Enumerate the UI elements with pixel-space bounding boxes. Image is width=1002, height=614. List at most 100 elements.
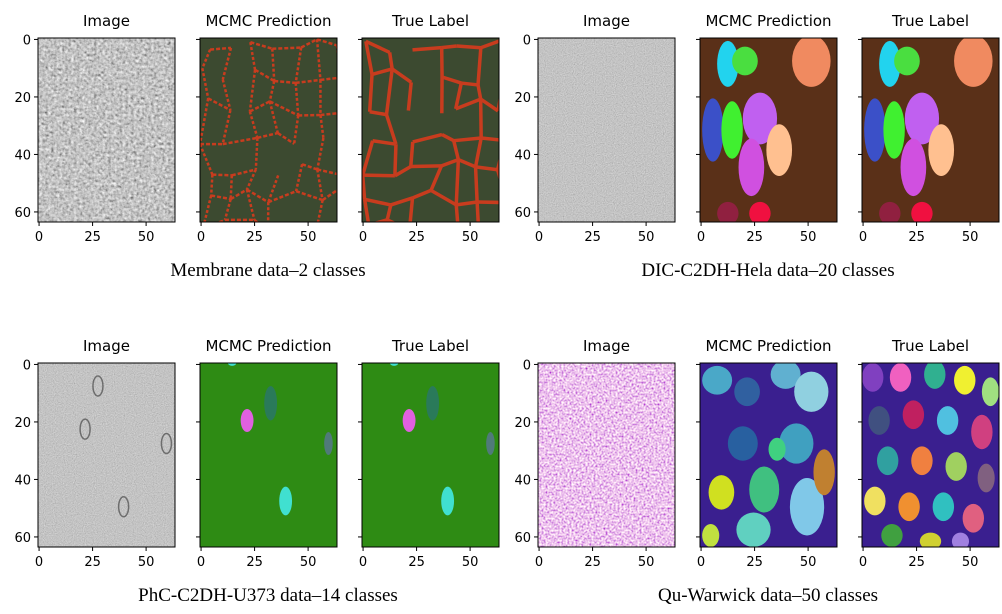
segment bbox=[813, 449, 834, 495]
x-tick-label: 25 bbox=[84, 230, 101, 245]
x-tick-label: 50 bbox=[462, 230, 479, 245]
panel-image bbox=[862, 35, 999, 225]
membrane bbox=[477, 202, 478, 224]
subplot-title: MCMC Prediction bbox=[205, 12, 331, 30]
y-tick-label: 20 bbox=[14, 91, 31, 106]
y-tick-label: 0 bbox=[523, 358, 531, 373]
segment bbox=[954, 35, 993, 87]
y-tick-label: 0 bbox=[23, 358, 31, 373]
x-tick-label: 0 bbox=[859, 230, 867, 245]
segment bbox=[717, 202, 738, 225]
x-tick-label: 0 bbox=[359, 555, 367, 570]
segment bbox=[702, 524, 719, 547]
x-tick-label: 50 bbox=[300, 555, 317, 570]
panel-image bbox=[38, 38, 175, 222]
y-tick-label: 40 bbox=[14, 148, 31, 163]
segment bbox=[709, 475, 735, 510]
membrane bbox=[395, 144, 396, 176]
microscopy-image bbox=[38, 38, 175, 222]
panel-image bbox=[38, 363, 175, 547]
segment bbox=[766, 124, 792, 176]
membrane bbox=[457, 46, 481, 48]
segment bbox=[486, 432, 495, 455]
segment bbox=[264, 386, 277, 421]
x-tick-label: 25 bbox=[908, 230, 925, 245]
segment bbox=[734, 377, 760, 406]
segment bbox=[732, 47, 758, 76]
background bbox=[200, 38, 337, 222]
segment bbox=[241, 409, 254, 432]
subplot-title: True Label bbox=[391, 12, 469, 30]
segment bbox=[963, 504, 984, 533]
x-tick-label: 25 bbox=[84, 555, 101, 570]
panel-image bbox=[362, 360, 499, 547]
membrane bbox=[456, 160, 458, 205]
x-tick-label: 25 bbox=[584, 555, 601, 570]
y-tick-label: 40 bbox=[514, 148, 531, 163]
segment bbox=[441, 487, 454, 516]
membrane bbox=[481, 99, 482, 138]
segment bbox=[769, 438, 786, 461]
caption: Membrane data–2 classes bbox=[170, 260, 365, 281]
membrane bbox=[411, 142, 413, 167]
segment bbox=[862, 363, 883, 392]
membrane bbox=[413, 48, 442, 50]
x-tick-label: 0 bbox=[697, 555, 705, 570]
membrane bbox=[481, 138, 505, 140]
x-tick-label: 50 bbox=[138, 230, 155, 245]
segment bbox=[864, 487, 885, 516]
x-tick-label: 25 bbox=[746, 230, 763, 245]
x-tick-label: 25 bbox=[246, 555, 263, 570]
membrane bbox=[442, 46, 457, 48]
subplot-title: Image bbox=[83, 12, 130, 30]
subplot-title: MCMC Prediction bbox=[205, 337, 331, 355]
segment bbox=[877, 446, 898, 475]
x-tick-label: 0 bbox=[197, 230, 205, 245]
x-tick-label: 25 bbox=[908, 555, 925, 570]
panel-image bbox=[538, 363, 675, 547]
segment bbox=[982, 377, 999, 406]
membrane bbox=[478, 224, 502, 228]
segment bbox=[903, 400, 924, 429]
y-tick-label: 60 bbox=[14, 531, 31, 546]
subplot-title: Image bbox=[583, 12, 630, 30]
y-tick-label: 0 bbox=[523, 33, 531, 48]
segment bbox=[736, 513, 770, 548]
x-tick-label: 25 bbox=[408, 555, 425, 570]
microscopy-image bbox=[538, 363, 675, 547]
membrane bbox=[440, 225, 458, 235]
segment bbox=[911, 202, 932, 225]
membrane bbox=[476, 167, 478, 202]
membrane bbox=[370, 74, 372, 111]
x-tick-label: 0 bbox=[359, 230, 367, 245]
y-tick-label: 20 bbox=[514, 91, 531, 106]
segment bbox=[883, 101, 904, 159]
x-tick-label: 50 bbox=[638, 555, 655, 570]
segment bbox=[702, 98, 723, 161]
membrane bbox=[268, 232, 301, 233]
y-tick-label: 40 bbox=[14, 473, 31, 488]
x-tick-label: 50 bbox=[800, 230, 817, 245]
segment bbox=[928, 124, 954, 176]
membrane bbox=[337, 190, 346, 221]
x-tick-label: 50 bbox=[138, 555, 155, 570]
segment bbox=[954, 366, 975, 395]
x-tick-label: 0 bbox=[535, 230, 543, 245]
x-tick-label: 0 bbox=[197, 555, 205, 570]
x-tick-label: 0 bbox=[697, 230, 705, 245]
caption: DIC-C2DH-Hela data–20 classes bbox=[641, 260, 894, 281]
segment bbox=[728, 426, 758, 461]
microscopy-image bbox=[38, 363, 175, 547]
membrane bbox=[346, 112, 347, 129]
membrane bbox=[411, 166, 442, 167]
segment bbox=[879, 202, 900, 225]
panel-image bbox=[862, 360, 999, 550]
panel-image bbox=[700, 360, 837, 547]
subplot-title: True Label bbox=[891, 337, 969, 355]
x-tick-label: 25 bbox=[584, 230, 601, 245]
x-tick-label: 50 bbox=[638, 230, 655, 245]
segment bbox=[945, 452, 966, 481]
x-tick-label: 25 bbox=[408, 230, 425, 245]
panel-image bbox=[538, 38, 675, 222]
x-tick-label: 50 bbox=[962, 555, 979, 570]
